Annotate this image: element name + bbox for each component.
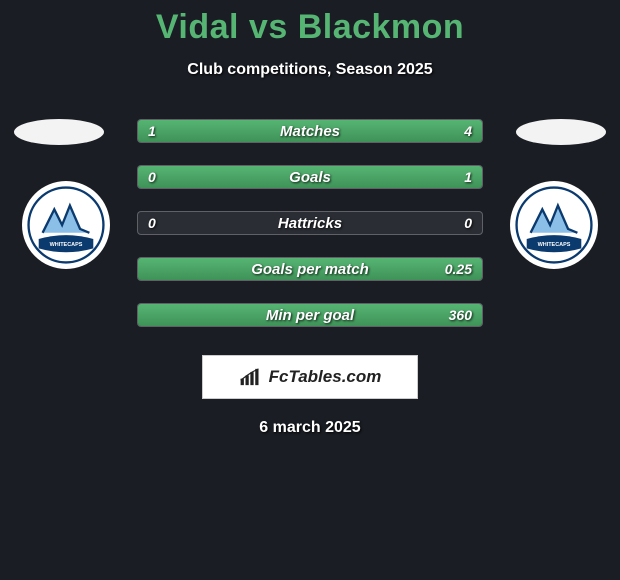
stat-row: 0 Hattricks 0	[137, 211, 483, 235]
comparison-title: Vidal vs Blackmon	[0, 0, 620, 47]
date-text: 6 march 2025	[0, 419, 620, 437]
stat-row: Goals per match 0.25	[137, 257, 483, 281]
subtitle: Club competitions, Season 2025	[0, 61, 620, 79]
stat-value-right: 0	[464, 212, 472, 234]
stat-value-right: 0.25	[445, 258, 472, 280]
player1-club-logo: WHITECAPS	[22, 181, 110, 269]
stat-label: Goals per match	[138, 258, 482, 280]
stat-value-right: 1	[464, 166, 472, 188]
stat-row: Min per goal 360	[137, 303, 483, 327]
bar-chart-icon	[239, 367, 265, 387]
stat-value-right: 360	[449, 304, 472, 326]
whitecaps-logo-icon: WHITECAPS	[515, 186, 593, 264]
stat-label: Min per goal	[138, 304, 482, 326]
stat-label: Goals	[138, 166, 482, 188]
stat-row: 0 Goals 1	[137, 165, 483, 189]
player1-placeholder-oval	[14, 119, 104, 145]
stat-label: Hattricks	[138, 212, 482, 234]
whitecaps-logo-icon: WHITECAPS	[27, 186, 105, 264]
content-area: WHITECAPS WHITECAPS 1 Matches 4 0 Goals …	[0, 119, 620, 437]
brand-text: FcTables.com	[269, 367, 382, 387]
player1-name: Vidal	[156, 8, 239, 46]
stat-value-right: 4	[464, 120, 472, 142]
stat-row: 1 Matches 4	[137, 119, 483, 143]
vs-separator: vs	[249, 8, 288, 46]
stat-label: Matches	[138, 120, 482, 142]
brand-badge: FcTables.com	[202, 355, 418, 399]
player2-club-logo: WHITECAPS	[510, 181, 598, 269]
player2-placeholder-oval	[516, 119, 606, 145]
svg-text:WHITECAPS: WHITECAPS	[538, 242, 571, 248]
player2-name: Blackmon	[298, 8, 465, 46]
svg-text:WHITECAPS: WHITECAPS	[50, 242, 83, 248]
stats-bars: 1 Matches 4 0 Goals 1 0 Hattricks 0 Goal…	[137, 119, 483, 327]
